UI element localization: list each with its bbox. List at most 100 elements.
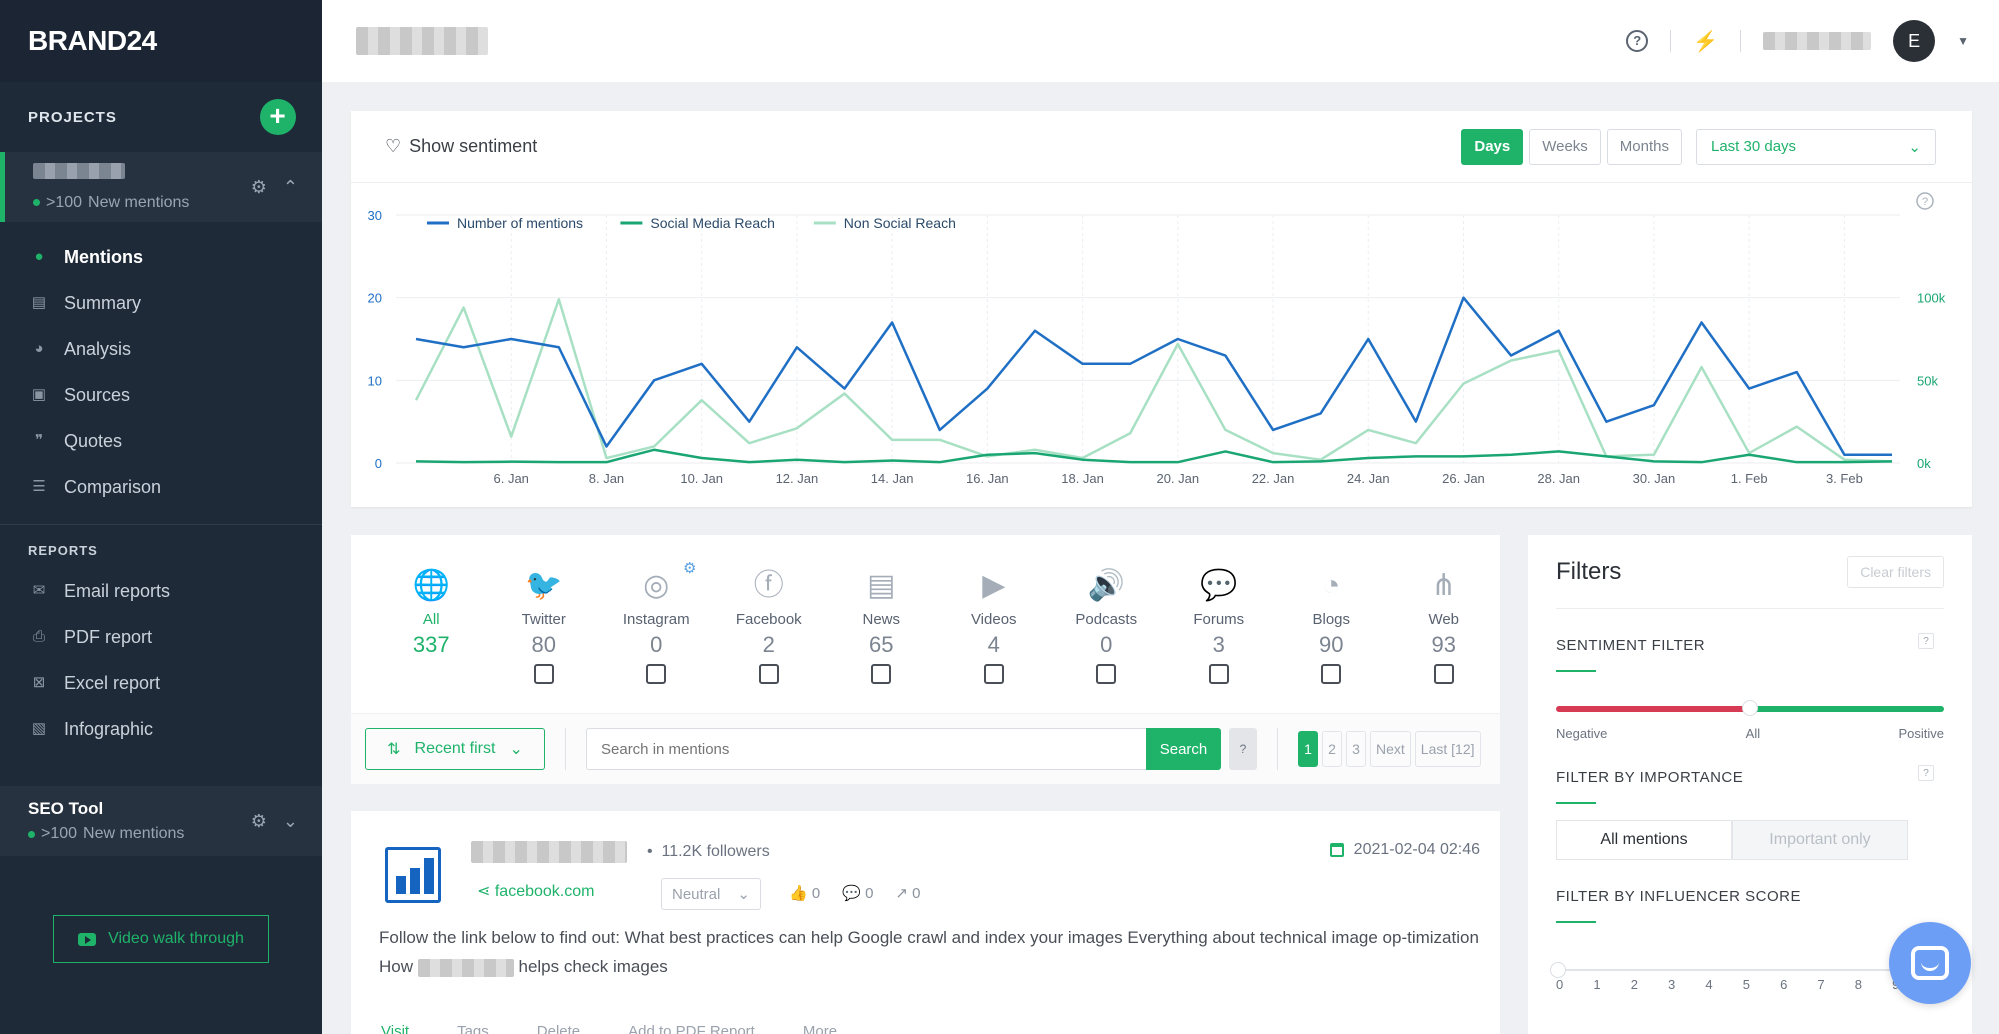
author-avatar[interactable]: [385, 847, 441, 903]
sort-label: Recent first: [414, 740, 496, 757]
sidebar-item-summary[interactable]: ▤ Summary: [0, 280, 322, 326]
add-project-button[interactable]: +: [260, 99, 296, 135]
shares-stat: ↗ 0: [895, 884, 920, 902]
y2-tick-label: 100k: [1917, 291, 1946, 306]
sentiment-slider[interactable]: [1556, 700, 1944, 716]
page-2[interactable]: 2: [1322, 731, 1342, 767]
sidebar-item-mentions[interactable]: ● Mentions: [0, 234, 322, 280]
chevron-down-icon[interactable]: ▼: [1957, 34, 1969, 48]
page-last-12[interactable]: Last [12]: [1414, 731, 1481, 767]
chevron-up-icon[interactable]: ⌃: [282, 176, 298, 197]
plug-icon[interactable]: ⚡: [1693, 30, 1719, 53]
x-tick-label: 18. Jan: [1061, 471, 1104, 486]
action-more[interactable]: More: [802, 1023, 838, 1034]
help-icon[interactable]: ?: [1626, 30, 1649, 52]
search-button[interactable]: Search: [1146, 728, 1221, 770]
x-tick-label: 28. Jan: [1537, 471, 1580, 486]
action-tags[interactable]: Tags: [457, 1023, 489, 1034]
all-mentions-option[interactable]: All mentions: [1556, 820, 1732, 860]
sidebar-item-excel-report[interactable]: ⊠ Excel report: [0, 660, 322, 706]
sentiment-help-icon[interactable]: ?: [1918, 633, 1934, 649]
source-filter-podcasts[interactable]: 🔊 Podcasts 0: [1050, 565, 1163, 713]
important-only-option[interactable]: Important only: [1732, 820, 1908, 860]
source-checkbox[interactable]: [1208, 664, 1229, 684]
source-checkbox[interactable]: [533, 664, 554, 684]
source-checkbox[interactable]: [1321, 664, 1342, 684]
gear-icon[interactable]: ⚙: [250, 176, 267, 197]
source-filter-videos[interactable]: ▶ Videos 4: [938, 565, 1051, 713]
author-name-redacted[interactable]: [471, 841, 627, 863]
sidebar-item-label: Analysis: [64, 338, 132, 359]
page-next[interactable]: Next: [1370, 731, 1411, 767]
scale-tick-1: 1: [1593, 977, 1601, 992]
action-delete[interactable]: Delete: [536, 1023, 581, 1034]
active-project[interactable]: >100 New mentions ⚙ ⌃: [0, 152, 322, 222]
action-add-to-pdf-report[interactable]: Add to PDF Report: [628, 1023, 755, 1034]
source-filter-blogs[interactable]: ◔ Blogs 90: [1275, 565, 1388, 713]
brand-logo[interactable]: BRAND24: [0, 0, 322, 82]
action-visit[interactable]: Visit: [381, 1023, 410, 1034]
y-tick-label: 0: [375, 456, 382, 471]
status-dot: [33, 199, 40, 206]
avatar[interactable]: E: [1893, 20, 1936, 62]
seo-tool-project[interactable]: SEO Tool >100 New mentions ⚙ ⌄: [0, 786, 322, 856]
tab-days[interactable]: Days: [1461, 128, 1524, 165]
rss-icon: ◔: [1322, 569, 1341, 602]
sidebar-item-sources[interactable]: ▣ Sources: [0, 372, 322, 418]
source-filter-web[interactable]: ⋔ Web 93: [1388, 565, 1501, 713]
video-walkthrough-button[interactable]: Video walk through: [53, 915, 269, 963]
slider-handle[interactable]: [1742, 700, 1758, 716]
facebook-icon: ⓕ: [753, 569, 784, 602]
positive-label: Positive: [1898, 726, 1944, 741]
chat-widget-button[interactable]: [1889, 922, 1971, 1004]
x-tick-label: 12. Jan: [776, 471, 819, 486]
source-filter-instagram[interactable]: ◎ Instagram 0 ⚙: [600, 560, 713, 713]
source-checkbox[interactable]: [758, 664, 779, 684]
x-tick-label: 14. Jan: [871, 471, 914, 486]
sort-dropdown[interactable]: ⇅ Recent first ⌄: [365, 728, 545, 770]
sidebar-item-analysis[interactable]: ◕ Analysis: [0, 326, 322, 372]
source-checkbox[interactable]: [1433, 664, 1454, 684]
slider-handle[interactable]: [1550, 962, 1566, 978]
tab-weeks[interactable]: Weeks: [1529, 128, 1601, 165]
page-3[interactable]: 3: [1346, 731, 1366, 767]
source-filter-forums[interactable]: 💬 Forums 3: [1163, 565, 1276, 713]
y2-tick-label: 0k: [1917, 456, 1931, 471]
source-count: 3: [1212, 632, 1225, 657]
importance-help-icon[interactable]: ?: [1918, 765, 1934, 781]
tab-months[interactable]: Months: [1606, 128, 1682, 165]
mentions-line-chart[interactable]: 0 10 20 30 0k 50k 100k 6. Jan 8. Jan 10. Jan 12. J…: [351, 183, 1972, 507]
page-1[interactable]: 1: [1298, 731, 1318, 767]
legend-label: Non Social Reach: [844, 215, 956, 231]
search-help-button[interactable]: ?: [1229, 728, 1257, 770]
source-filter-news[interactable]: ▤ News 65: [825, 565, 938, 713]
sidebar-item-email-reports[interactable]: ✉ Email reports: [0, 568, 322, 614]
source-count: 93: [1431, 632, 1456, 657]
show-sentiment-toggle[interactable]: ♡ Show sentiment: [385, 136, 537, 157]
source-checkbox[interactable]: [646, 664, 667, 684]
stack-icon: ☰: [32, 478, 46, 495]
sidebar-item-infographic[interactable]: ▧ Infographic: [0, 706, 322, 752]
sentiment-filter: SENTIMENT FILTER ? Negative All Positive: [1556, 633, 1944, 741]
gear-icon[interactable]: ⚙: [250, 810, 267, 831]
sentiment-select[interactable]: Neutral ⌄: [661, 878, 761, 910]
mention-source-link[interactable]: ⋖ facebook.com: [477, 881, 594, 901]
search-input[interactable]: [586, 728, 1146, 770]
clear-filters-button[interactable]: Clear filters: [1847, 555, 1944, 588]
scale-tick-6: 6: [1780, 977, 1788, 992]
source-filter-all[interactable]: 🌐 All 337: [375, 565, 488, 713]
source-checkbox[interactable]: [871, 664, 892, 684]
source-filter-twitter[interactable]: 🐦 Twitter 80: [488, 565, 601, 713]
gear-icon[interactable]: ⚙: [683, 560, 697, 577]
source-checkbox[interactable]: [1096, 664, 1117, 684]
sidebar-item-comparison[interactable]: ☰ Comparison: [0, 464, 322, 510]
source-filter-facebook[interactable]: ⓕ Facebook 2: [713, 565, 826, 713]
period-select[interactable]: Last 30 days ⌄: [1696, 128, 1936, 165]
chevron-down-icon[interactable]: ⌄: [282, 810, 298, 831]
x-tick-label: 26. Jan: [1442, 471, 1485, 486]
seo-mentions: >100 New mentions: [28, 825, 184, 843]
sidebar-item-pdf-report[interactable]: ⎙ PDF report: [0, 614, 322, 660]
sidebar-item-quotes[interactable]: ❞ Quotes: [0, 418, 322, 464]
source-checkbox[interactable]: [983, 664, 1004, 684]
influencer-slider[interactable]: [1550, 962, 1944, 978]
